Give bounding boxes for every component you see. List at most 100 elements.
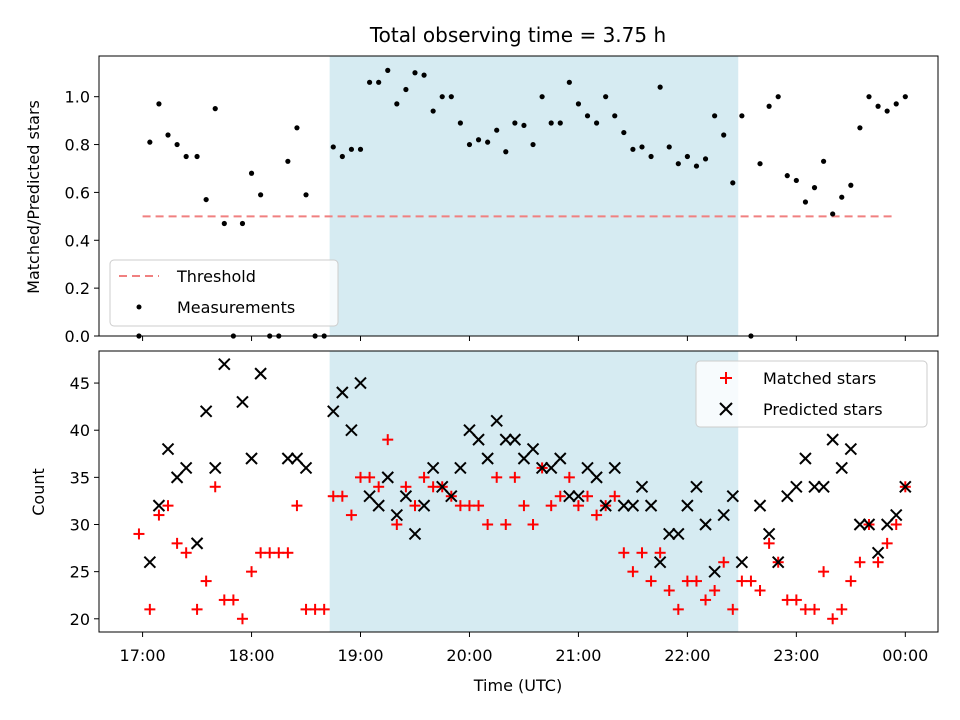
predicted-x-b xyxy=(417,499,431,512)
predicted-star-point xyxy=(581,461,594,475)
matched-star-point xyxy=(690,575,702,587)
legend-predicted-swatch xyxy=(719,402,733,416)
predicted-x-b xyxy=(726,490,739,503)
matched-star-point xyxy=(636,547,648,559)
predicted-x-b xyxy=(535,461,549,475)
matched-star-point xyxy=(382,434,394,446)
predicted-star-point xyxy=(535,461,549,475)
predicted-star-point xyxy=(161,442,175,456)
measurement-point xyxy=(875,103,881,109)
matched-star-point xyxy=(133,528,145,540)
predicted-x-b xyxy=(490,414,503,427)
predicted-x-b xyxy=(663,527,676,541)
measurement-point xyxy=(702,156,709,162)
measurement-point xyxy=(857,125,863,131)
bottom-legend: Matched stars Predicted stars xyxy=(695,360,928,428)
predicted-x-b xyxy=(544,461,558,475)
measurement-point xyxy=(457,120,463,126)
matched-star-point xyxy=(191,603,203,615)
predicted-x-b xyxy=(363,490,376,503)
predicted-x-b xyxy=(844,442,858,456)
matched-star-point xyxy=(209,481,221,493)
bottom-y-ticks: 20 25 30 35 40 45 xyxy=(70,374,99,629)
matched-star-point xyxy=(709,585,721,597)
matched-star-point xyxy=(818,566,830,578)
predicted-x-b xyxy=(390,508,404,522)
predicted-star-point xyxy=(363,490,376,503)
x-tick-label: 00:00 xyxy=(882,646,928,665)
predicted-x-b xyxy=(799,452,812,465)
measurement-point xyxy=(603,94,609,100)
matched-star-point xyxy=(754,585,766,597)
predicted-x-b xyxy=(381,471,394,484)
measurements-series xyxy=(136,67,908,339)
bottom-panel: 20 25 30 35 40 45 17:00 18:00 19:00 20:00 21:00 22… xyxy=(29,350,939,695)
measurement-point xyxy=(884,108,890,114)
predicted-star-point xyxy=(717,508,730,522)
measurement-point xyxy=(866,94,872,100)
measurement-point xyxy=(575,101,582,107)
predicted-x-b xyxy=(463,424,476,437)
measurement-point xyxy=(448,94,454,100)
predicted-x-b xyxy=(472,433,485,446)
measurement-point xyxy=(174,141,180,148)
measurement-point xyxy=(730,180,736,186)
measurement-point xyxy=(612,113,618,119)
matched-star-point xyxy=(672,603,684,615)
legend-threshold-label: Threshold xyxy=(176,267,256,286)
measurement-point xyxy=(811,185,818,191)
predicted-x-b xyxy=(372,499,385,512)
predicted-x-b xyxy=(826,433,839,446)
matched-star-point xyxy=(718,556,730,568)
predicted-star-point xyxy=(735,556,749,569)
matched-star-point xyxy=(518,500,530,512)
predicted-x-b xyxy=(170,471,184,484)
x-tick-label: 23:00 xyxy=(773,646,819,665)
predicted-star-point xyxy=(426,461,440,475)
y-tick-label: 35 xyxy=(70,468,90,487)
matched-star-point xyxy=(509,471,521,483)
top-legend: Threshold Measurements xyxy=(109,259,339,327)
predicted-star-point xyxy=(572,490,585,503)
measurement-point xyxy=(539,94,545,100)
predicted-x-b xyxy=(771,556,785,569)
bottom-x-ticks: 17:00 18:00 19:00 20:00 21:00 22:00 23:00 00:00 xyxy=(120,632,928,665)
measurement-point xyxy=(376,79,382,85)
y-tick-label: 0.4 xyxy=(65,231,90,250)
measurement-point xyxy=(584,113,591,119)
measurement-point xyxy=(675,161,681,167)
predicted-x-b xyxy=(161,442,175,456)
chart-title: Total observing time = 3.75 h xyxy=(369,23,666,47)
predicted-x-b xyxy=(899,480,912,493)
legend-measurements-swatch xyxy=(136,304,142,310)
measurement-point xyxy=(503,149,509,155)
measurement-point xyxy=(147,139,153,145)
matched-star-point xyxy=(200,575,212,587)
predicted-x-b xyxy=(408,527,422,541)
measurement-point xyxy=(475,137,482,143)
predicted-star-point xyxy=(143,556,157,569)
predicted-x-b xyxy=(299,461,313,475)
predicted-star-point xyxy=(526,442,540,456)
predicted-star-point xyxy=(399,490,413,503)
matched-star-point xyxy=(572,500,584,512)
measurement-point xyxy=(348,146,355,152)
predicted-x-b xyxy=(690,480,703,493)
matched-star-point xyxy=(246,566,258,578)
measurement-point xyxy=(548,120,554,126)
predicted-x-b xyxy=(880,518,894,531)
matched-star-point xyxy=(336,490,348,502)
predicted-star-point xyxy=(290,452,304,465)
measurement-point xyxy=(521,122,527,129)
predicted-x-b xyxy=(152,499,166,512)
x-tick-label: 18:00 xyxy=(228,646,274,665)
predicted-star-point xyxy=(170,471,184,484)
predicted-star-point xyxy=(481,452,494,465)
measurement-point xyxy=(183,153,189,160)
measurement-point xyxy=(339,153,345,160)
top-observing-span xyxy=(329,56,739,336)
predicted-x-b xyxy=(179,461,193,475)
matched-star-point xyxy=(763,537,775,549)
measurement-point xyxy=(639,144,645,150)
